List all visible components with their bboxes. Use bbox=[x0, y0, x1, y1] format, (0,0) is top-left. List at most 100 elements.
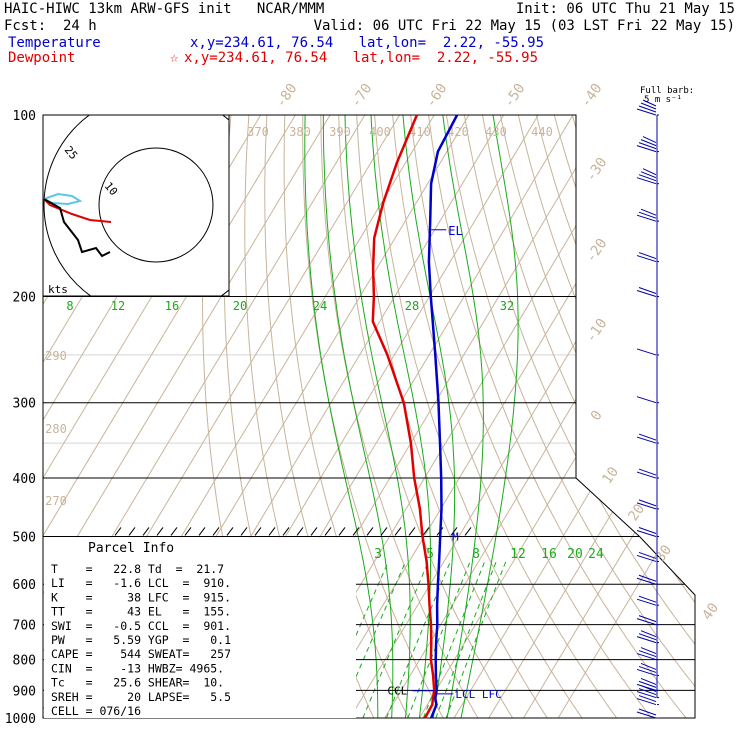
dewpoint-profile-line bbox=[371, 114, 436, 719]
mixing-ratio-label: 20 bbox=[567, 547, 583, 562]
mixing-ratio-line bbox=[386, 561, 451, 718]
wind-barb-flag bbox=[640, 662, 657, 670]
wind-barb-flag bbox=[636, 698, 657, 706]
pressure-tick-label: 900 bbox=[13, 684, 36, 699]
cloud-hatch-mark bbox=[296, 527, 304, 536]
wind-barb-flag bbox=[640, 647, 657, 655]
cloud-hatch-mark bbox=[310, 527, 318, 536]
valid-time: Valid: 06 UTC Fri 22 May 15 (03 LST Fri … bbox=[313, 18, 735, 34]
dry-adiabat-line bbox=[392, 115, 627, 718]
wind-barb bbox=[636, 433, 659, 444]
mixing-ratio-line bbox=[445, 561, 507, 718]
isotherm-line bbox=[43, 115, 296, 718]
dry-adiabat-label: 390 bbox=[329, 125, 351, 139]
wind-barb-flag bbox=[642, 136, 657, 144]
isotherm-label: -30 bbox=[583, 155, 611, 185]
dry-adiabat-line bbox=[481, 115, 695, 718]
isotherm-label: 10 bbox=[599, 464, 622, 487]
dry-adiabat-label: 410 bbox=[409, 125, 431, 139]
wind-barb-flag bbox=[638, 433, 657, 441]
wind-barb-flag bbox=[636, 436, 657, 444]
dry-adiabat-label: 270 bbox=[45, 494, 67, 508]
mixing-ratio-label: 5 bbox=[426, 547, 434, 562]
isotherm-line bbox=[314, 115, 678, 718]
wind-barb-flag bbox=[638, 287, 657, 294]
wind-barb-flag bbox=[638, 695, 657, 703]
wind-barb bbox=[636, 136, 659, 153]
wind-barb-flag bbox=[638, 105, 657, 113]
wind-barb bbox=[636, 574, 659, 585]
dry-adiabat-line bbox=[428, 115, 695, 718]
wind-barb bbox=[636, 708, 659, 719]
cloud-hatch-mark bbox=[212, 527, 220, 536]
isotherm-label: -60 bbox=[423, 81, 451, 111]
dry-adiabat-line bbox=[410, 115, 662, 718]
isotherm-label: -70 bbox=[348, 81, 376, 111]
dry-adiabat-line bbox=[356, 115, 557, 718]
pressure-tick-label: 200 bbox=[13, 291, 36, 306]
wind-barb-flag bbox=[640, 208, 657, 216]
wind-barb-flag bbox=[638, 708, 657, 716]
wind-barb bbox=[636, 647, 659, 661]
dewpoint-legend-label: Dewpoint bbox=[8, 50, 76, 66]
pressure-tick-label: 100 bbox=[13, 109, 36, 124]
wind-barb-flag bbox=[638, 574, 657, 582]
dry-adiabat-label: 440 bbox=[531, 125, 553, 139]
mixing-ratio-label: 8 bbox=[472, 547, 480, 562]
wind-barb bbox=[636, 252, 659, 263]
mixing-ratio-line bbox=[422, 561, 486, 718]
moist-adiabat-line bbox=[402, 115, 456, 718]
isotherm-label: -50 bbox=[501, 81, 529, 111]
wind-barb bbox=[636, 551, 659, 562]
wind-barb-flag bbox=[638, 633, 657, 641]
dry-adiabat-line bbox=[589, 115, 695, 718]
cloud-hatch-mark bbox=[240, 527, 248, 536]
mixing-ratio-line bbox=[435, 561, 497, 718]
cloud-hatch-mark bbox=[408, 527, 416, 536]
isotherm-line bbox=[488, 115, 695, 718]
cloud-hatch-mark bbox=[324, 527, 332, 536]
isotherm-label: 40 bbox=[699, 600, 722, 623]
barb-legend-title: Full barb: bbox=[640, 86, 695, 96]
moist-adiabat-label: 24 bbox=[313, 299, 327, 313]
wind-barb bbox=[636, 630, 659, 644]
wind-barb-flag bbox=[642, 168, 657, 176]
model-title: HAIC-HIWC 13km ARW-GFS init NCAR/MMM bbox=[4, 1, 325, 17]
wind-barb-flag bbox=[638, 142, 657, 150]
dry-adiabat-label: 280 bbox=[45, 422, 67, 436]
wind-barb-flag bbox=[636, 255, 657, 263]
parcel-info-row: TT = 43 EL = 155. bbox=[51, 605, 231, 619]
wind-barb-flag bbox=[636, 348, 657, 356]
barb-legend-value: 5 m s⁻¹ bbox=[644, 95, 682, 105]
cloud-hatch-mark bbox=[282, 527, 290, 536]
el-label: EL bbox=[448, 224, 462, 238]
dry-adiabat-line bbox=[517, 115, 695, 718]
wind-barb-flag bbox=[638, 615, 657, 623]
isotherm-label: -20 bbox=[583, 236, 611, 266]
moist-adiabat-label: 16 bbox=[165, 299, 179, 313]
wind-barb bbox=[636, 615, 659, 626]
m-label: M bbox=[452, 530, 459, 543]
isotherm-label: -80 bbox=[273, 81, 301, 111]
pressure-tick-label: 300 bbox=[13, 397, 36, 412]
wind-barb-flag bbox=[640, 630, 657, 638]
dry-adiabat-line bbox=[553, 115, 695, 718]
wind-barb-flag bbox=[638, 595, 657, 603]
isotherm-label: -10 bbox=[583, 316, 611, 346]
isotherm-label: 20 bbox=[625, 501, 648, 524]
hodograph-frame bbox=[42, 114, 230, 297]
isotherm-line bbox=[349, 115, 695, 718]
wind-barb bbox=[636, 468, 659, 479]
cloud-hatch-mark bbox=[142, 527, 150, 536]
dry-adiabat-line bbox=[446, 115, 695, 718]
isotherm-label: 0 bbox=[588, 408, 606, 424]
pressure-tick-label: 500 bbox=[13, 530, 36, 545]
parcel-info-title: Parcel Info bbox=[88, 541, 174, 556]
wind-barb-flag bbox=[636, 636, 657, 644]
dry-adiabat-line bbox=[607, 115, 695, 718]
wind-barb-flag bbox=[636, 618, 657, 626]
wind-barb-flag bbox=[636, 530, 657, 537]
dry-adiabat-label: 420 bbox=[447, 125, 469, 139]
wind-barb-flag bbox=[636, 177, 657, 185]
cloud-hatch-mark bbox=[366, 527, 374, 536]
